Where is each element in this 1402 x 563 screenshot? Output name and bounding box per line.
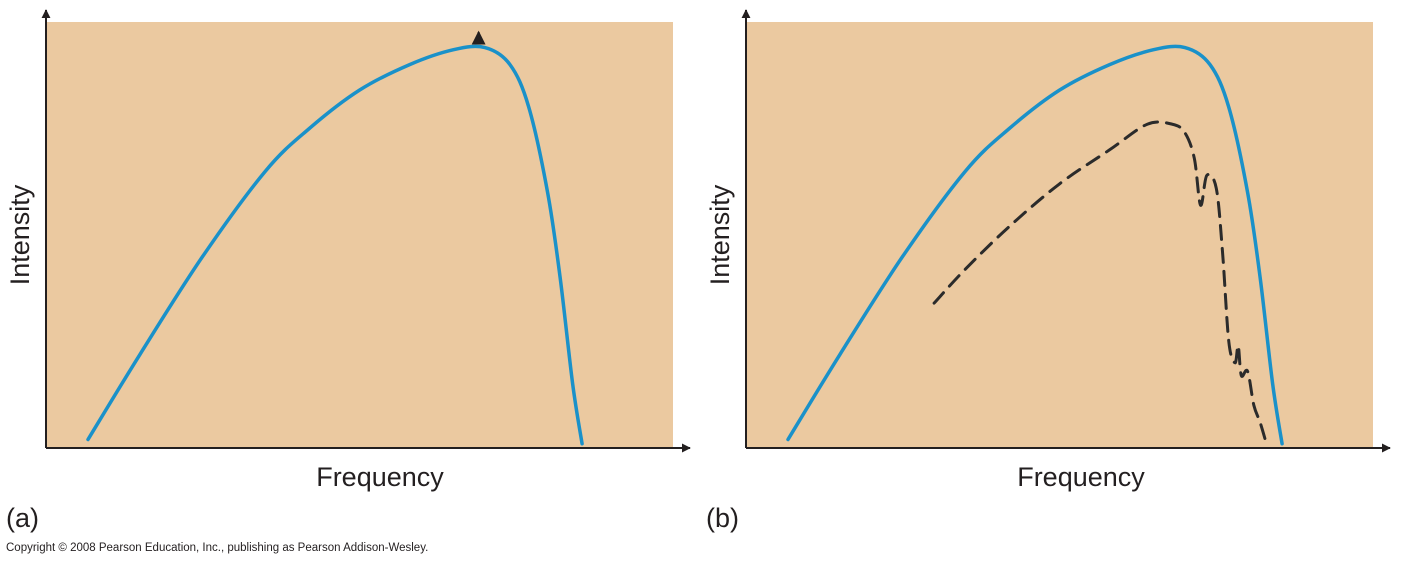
panel-b-solid-curve xyxy=(786,44,1284,446)
panel-a-plot-area xyxy=(46,22,673,448)
panel-b-label: (b) xyxy=(706,503,739,533)
panel-a-y-label: Intensity xyxy=(5,184,35,285)
panel-b-series-layer xyxy=(786,44,1284,446)
copyright-notice: Copyright © 2008 Pearson Education, Inc.… xyxy=(6,542,428,554)
panel-a-label: (a) xyxy=(6,503,39,533)
panel-a-series-layer xyxy=(86,44,584,446)
panel-a: Frequency Intensity (a) xyxy=(5,9,691,533)
panel-a-solid-curve xyxy=(86,44,584,446)
panel-b: Frequency Intensity (b) xyxy=(705,9,1391,533)
panel-a-x-label: Frequency xyxy=(316,462,444,492)
panel-b-plot-area xyxy=(746,22,1373,448)
panel-b-y-label: Intensity xyxy=(705,184,735,285)
panel-b-dashed-curve xyxy=(932,120,1268,446)
panel-b-x-label: Frequency xyxy=(1017,462,1145,492)
